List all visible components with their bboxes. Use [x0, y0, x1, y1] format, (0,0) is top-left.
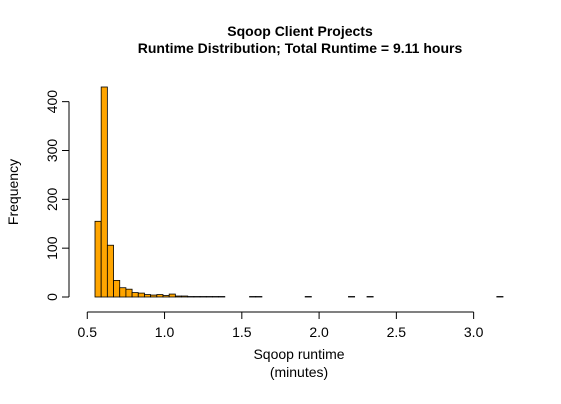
histogram-bar	[162, 295, 170, 298]
histogram-bar	[496, 296, 504, 298]
x-tick-label: 1.5	[232, 324, 252, 340]
histogram-bar	[125, 288, 133, 298]
y-tick-label: 400	[44, 90, 60, 114]
y-axis-label: Frequency	[5, 159, 21, 225]
x-axis-label: Sqoop runtime	[253, 346, 344, 362]
histogram-bar	[255, 296, 263, 298]
histogram-bar	[304, 296, 312, 298]
histogram-bar	[199, 296, 207, 298]
histogram-bar	[168, 293, 176, 298]
histogram-bar	[218, 296, 226, 298]
x-axis: 0.5 1.0 1.5 2.0 2.5 3.0	[78, 311, 484, 340]
histogram-bar	[156, 294, 164, 298]
histogram-bar	[131, 292, 139, 298]
x-tick-label: 3.0	[464, 324, 484, 340]
histogram-bar	[144, 294, 152, 298]
histogram-bar	[181, 295, 189, 298]
histogram-bar	[249, 296, 257, 298]
histogram-bar	[348, 296, 356, 298]
x-tick-label: 2.0	[309, 324, 329, 340]
histogram-bar	[94, 220, 102, 298]
chart-title: Sqoop Client Projects	[227, 23, 373, 39]
histogram-bar	[187, 296, 195, 298]
histogram-bar	[113, 279, 121, 298]
x-tick-label: 1.0	[155, 324, 175, 340]
histogram-bar	[106, 244, 114, 298]
histogram-bar	[119, 287, 127, 298]
y-tick-label: 200	[44, 187, 60, 211]
chart-subtitle: Runtime Distribution; Total Runtime = 9.…	[138, 40, 463, 56]
x-tick-label: 0.5	[78, 324, 98, 340]
histogram-bar	[193, 296, 201, 298]
histogram-bar	[100, 86, 108, 298]
histogram-bar	[150, 294, 158, 298]
histogram-bar	[366, 296, 374, 298]
histogram-bar	[205, 296, 213, 298]
x-tick-label: 2.5	[387, 324, 407, 340]
y-tick-label: 100	[44, 236, 60, 260]
y-tick-label: 300	[44, 139, 60, 163]
histogram-bar	[212, 296, 220, 298]
histogram-bars	[94, 86, 504, 298]
histogram-bar	[174, 295, 182, 298]
histogram-bar	[137, 292, 145, 298]
x-axis-label-unit: (minutes)	[270, 364, 328, 380]
y-axis: 0 100 200 300 400	[44, 90, 70, 301]
y-tick-label: 0	[44, 293, 60, 301]
